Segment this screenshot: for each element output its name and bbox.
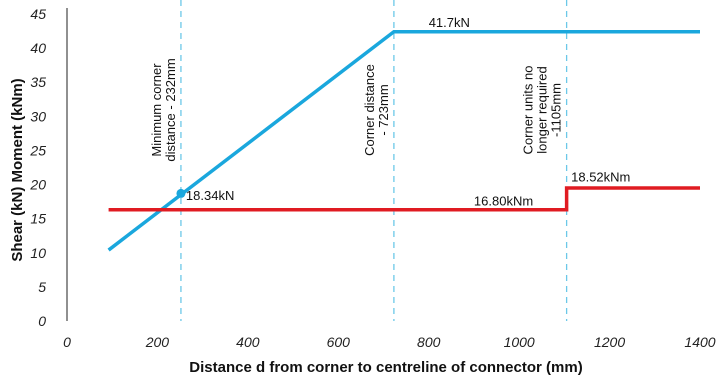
y-tick-label: 25 — [29, 142, 46, 158]
y-tick-label: 0 — [38, 313, 46, 329]
reference-lines: Minimum corner distance - 232mm Corner dis… — [149, 0, 568, 321]
reference-line-label: Minimum corner — [149, 63, 164, 157]
moment-line — [108, 186, 700, 212]
reference-line-label: Corner units no — [521, 66, 536, 155]
reference-line-label: longer required — [535, 66, 550, 153]
reference-line-label: -1105mm — [549, 83, 564, 137]
marker-point — [176, 188, 186, 198]
shear-line — [107, 29, 700, 252]
x-tick-label: 1200 — [594, 334, 625, 350]
x-tick-label: 600 — [327, 334, 351, 350]
x-axis-title: Distance d from corner to centreline of … — [189, 359, 582, 376]
y-axis-title: Shear (kN) Moment (kNm) — [9, 78, 26, 261]
x-tick-label: 1000 — [504, 334, 535, 350]
reference-line-label: - 723mm — [376, 84, 391, 135]
y-tick-label: 35 — [30, 74, 46, 90]
y-tick-label: 30 — [30, 108, 46, 124]
reference-line-label: distance - 232mm — [163, 58, 178, 161]
series-lines — [107, 29, 700, 252]
y-tick-label: 40 — [30, 40, 46, 56]
x-tick-label: 200 — [145, 334, 170, 350]
y-tick-label: 5 — [38, 279, 46, 295]
reference-line-label: Corner distance — [362, 64, 377, 156]
data-label: 18.34kN — [186, 188, 234, 203]
y-tick-label: 10 — [30, 245, 46, 261]
x-tick-label: 800 — [417, 334, 441, 350]
y-tick-label: 15 — [30, 211, 46, 227]
data-label: 41.7kN — [429, 15, 470, 30]
data-label: 18.52kNm — [571, 170, 630, 185]
y-tick-label: 20 — [29, 177, 46, 193]
axes: 0 200 400 600 800 1000 1200 1400 0 5 10 15 20 25 30 35 4… — [29, 6, 715, 350]
x-tick-label: 0 — [63, 334, 71, 350]
data-label: 16.80kNm — [474, 194, 533, 209]
x-tick-label: 400 — [236, 334, 260, 350]
x-tick-label: 1400 — [684, 334, 715, 350]
y-tick-label: 45 — [30, 6, 46, 22]
labels: 41.7kN 18.34kN 16.80kNm 18.52kNm — [186, 15, 630, 209]
